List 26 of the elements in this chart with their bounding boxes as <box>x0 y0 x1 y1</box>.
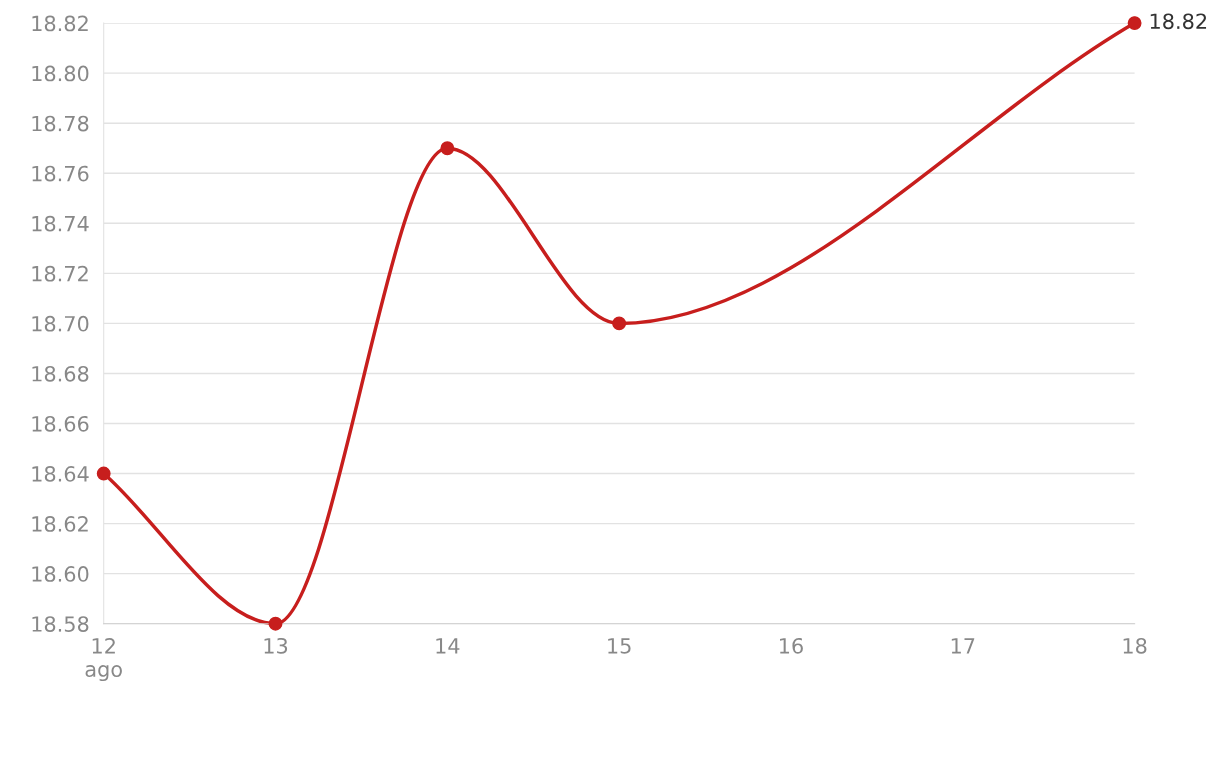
data-label: 18.82 <box>1150 13 1207 30</box>
y-tick-label: 18.60 <box>32 566 89 582</box>
y-tick-label: 18.58 <box>32 616 89 632</box>
point <box>440 141 455 156</box>
y-tick-label: 18.64 <box>32 466 89 482</box>
x-tick-label: 15 <box>608 638 631 654</box>
x-tick-label: 12 ago <box>85 637 122 682</box>
y-tick-label: 18.80 <box>32 65 89 82</box>
point <box>96 466 111 481</box>
x-tick-label: 14 <box>436 638 460 654</box>
y-tick-label: 18.62 <box>32 516 88 532</box>
y-tick-label: 18.76 <box>32 165 89 182</box>
point <box>1127 16 1142 31</box>
y-tick-label: 18.72 <box>32 265 88 282</box>
x-tick-label: 16 <box>780 637 803 654</box>
x-tick-label: 13 <box>264 637 288 654</box>
y-tick-label: 18.78 <box>32 115 89 132</box>
y-tick-label: 18.68 <box>32 365 89 382</box>
y-tick-label: 18.70 <box>32 315 89 332</box>
x-tick-label: 17 <box>951 638 975 654</box>
y-tick-label: 18.82 <box>32 15 88 32</box>
y-tick-label: 18.66 <box>32 415 89 432</box>
point <box>268 616 283 631</box>
point <box>612 316 627 331</box>
x-tick-label: 18 <box>1123 637 1147 654</box>
y-tick-label: 18.74 <box>32 215 89 232</box>
